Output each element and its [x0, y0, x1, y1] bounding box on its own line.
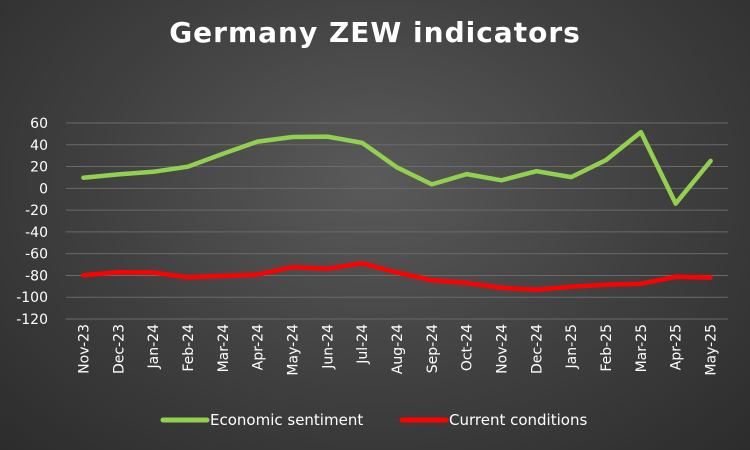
y-tick-label: 0 — [39, 181, 48, 197]
y-tick-label: -120 — [16, 312, 48, 328]
x-tick-label: Jan-25 — [564, 324, 580, 369]
x-tick-label: Jul-24 — [355, 324, 371, 365]
chart-title: Germany ZEW indicators — [169, 16, 581, 49]
x-tick-label: Nov-23 — [76, 324, 92, 374]
x-tick-label: Feb-25 — [599, 324, 615, 372]
x-tick-label: Apr-25 — [669, 324, 685, 370]
y-tick-label: -20 — [25, 203, 48, 219]
y-tick-label: -60 — [25, 247, 48, 263]
series-line-economic-sentiment — [81, 129, 713, 206]
x-tick-label: Mar-24 — [216, 324, 232, 372]
y-tick-label: 40 — [30, 138, 48, 154]
x-tick-label: Jun-24 — [320, 324, 336, 370]
x-tick-label: Aug-24 — [390, 324, 406, 374]
x-tick-label: Mar-25 — [634, 324, 650, 372]
x-tick-label: May-25 — [704, 324, 720, 376]
x-tick-label: Jan-24 — [146, 324, 162, 370]
x-tick-label: Apr-24 — [251, 324, 267, 370]
y-tick-label: -40 — [25, 225, 48, 241]
legend-label: Current conditions — [449, 411, 587, 429]
x-tick-label: Dec-23 — [111, 324, 127, 374]
y-tick-label: 60 — [30, 116, 48, 132]
x-tick-label: Oct-24 — [460, 324, 476, 371]
x-tick-label: Dec-24 — [529, 324, 545, 374]
x-tick-label: Feb-24 — [181, 324, 197, 372]
series-line-current-conditions — [81, 261, 713, 292]
x-tick-label: Sep-24 — [425, 324, 441, 373]
y-tick-label: 20 — [30, 160, 48, 176]
x-tick-label: May-24 — [285, 324, 301, 376]
y-tick-label: -80 — [25, 268, 48, 284]
y-tick-label: -100 — [16, 290, 48, 306]
x-tick-label: Nov-24 — [495, 324, 511, 374]
legend-label: Economic sentiment — [210, 411, 363, 429]
